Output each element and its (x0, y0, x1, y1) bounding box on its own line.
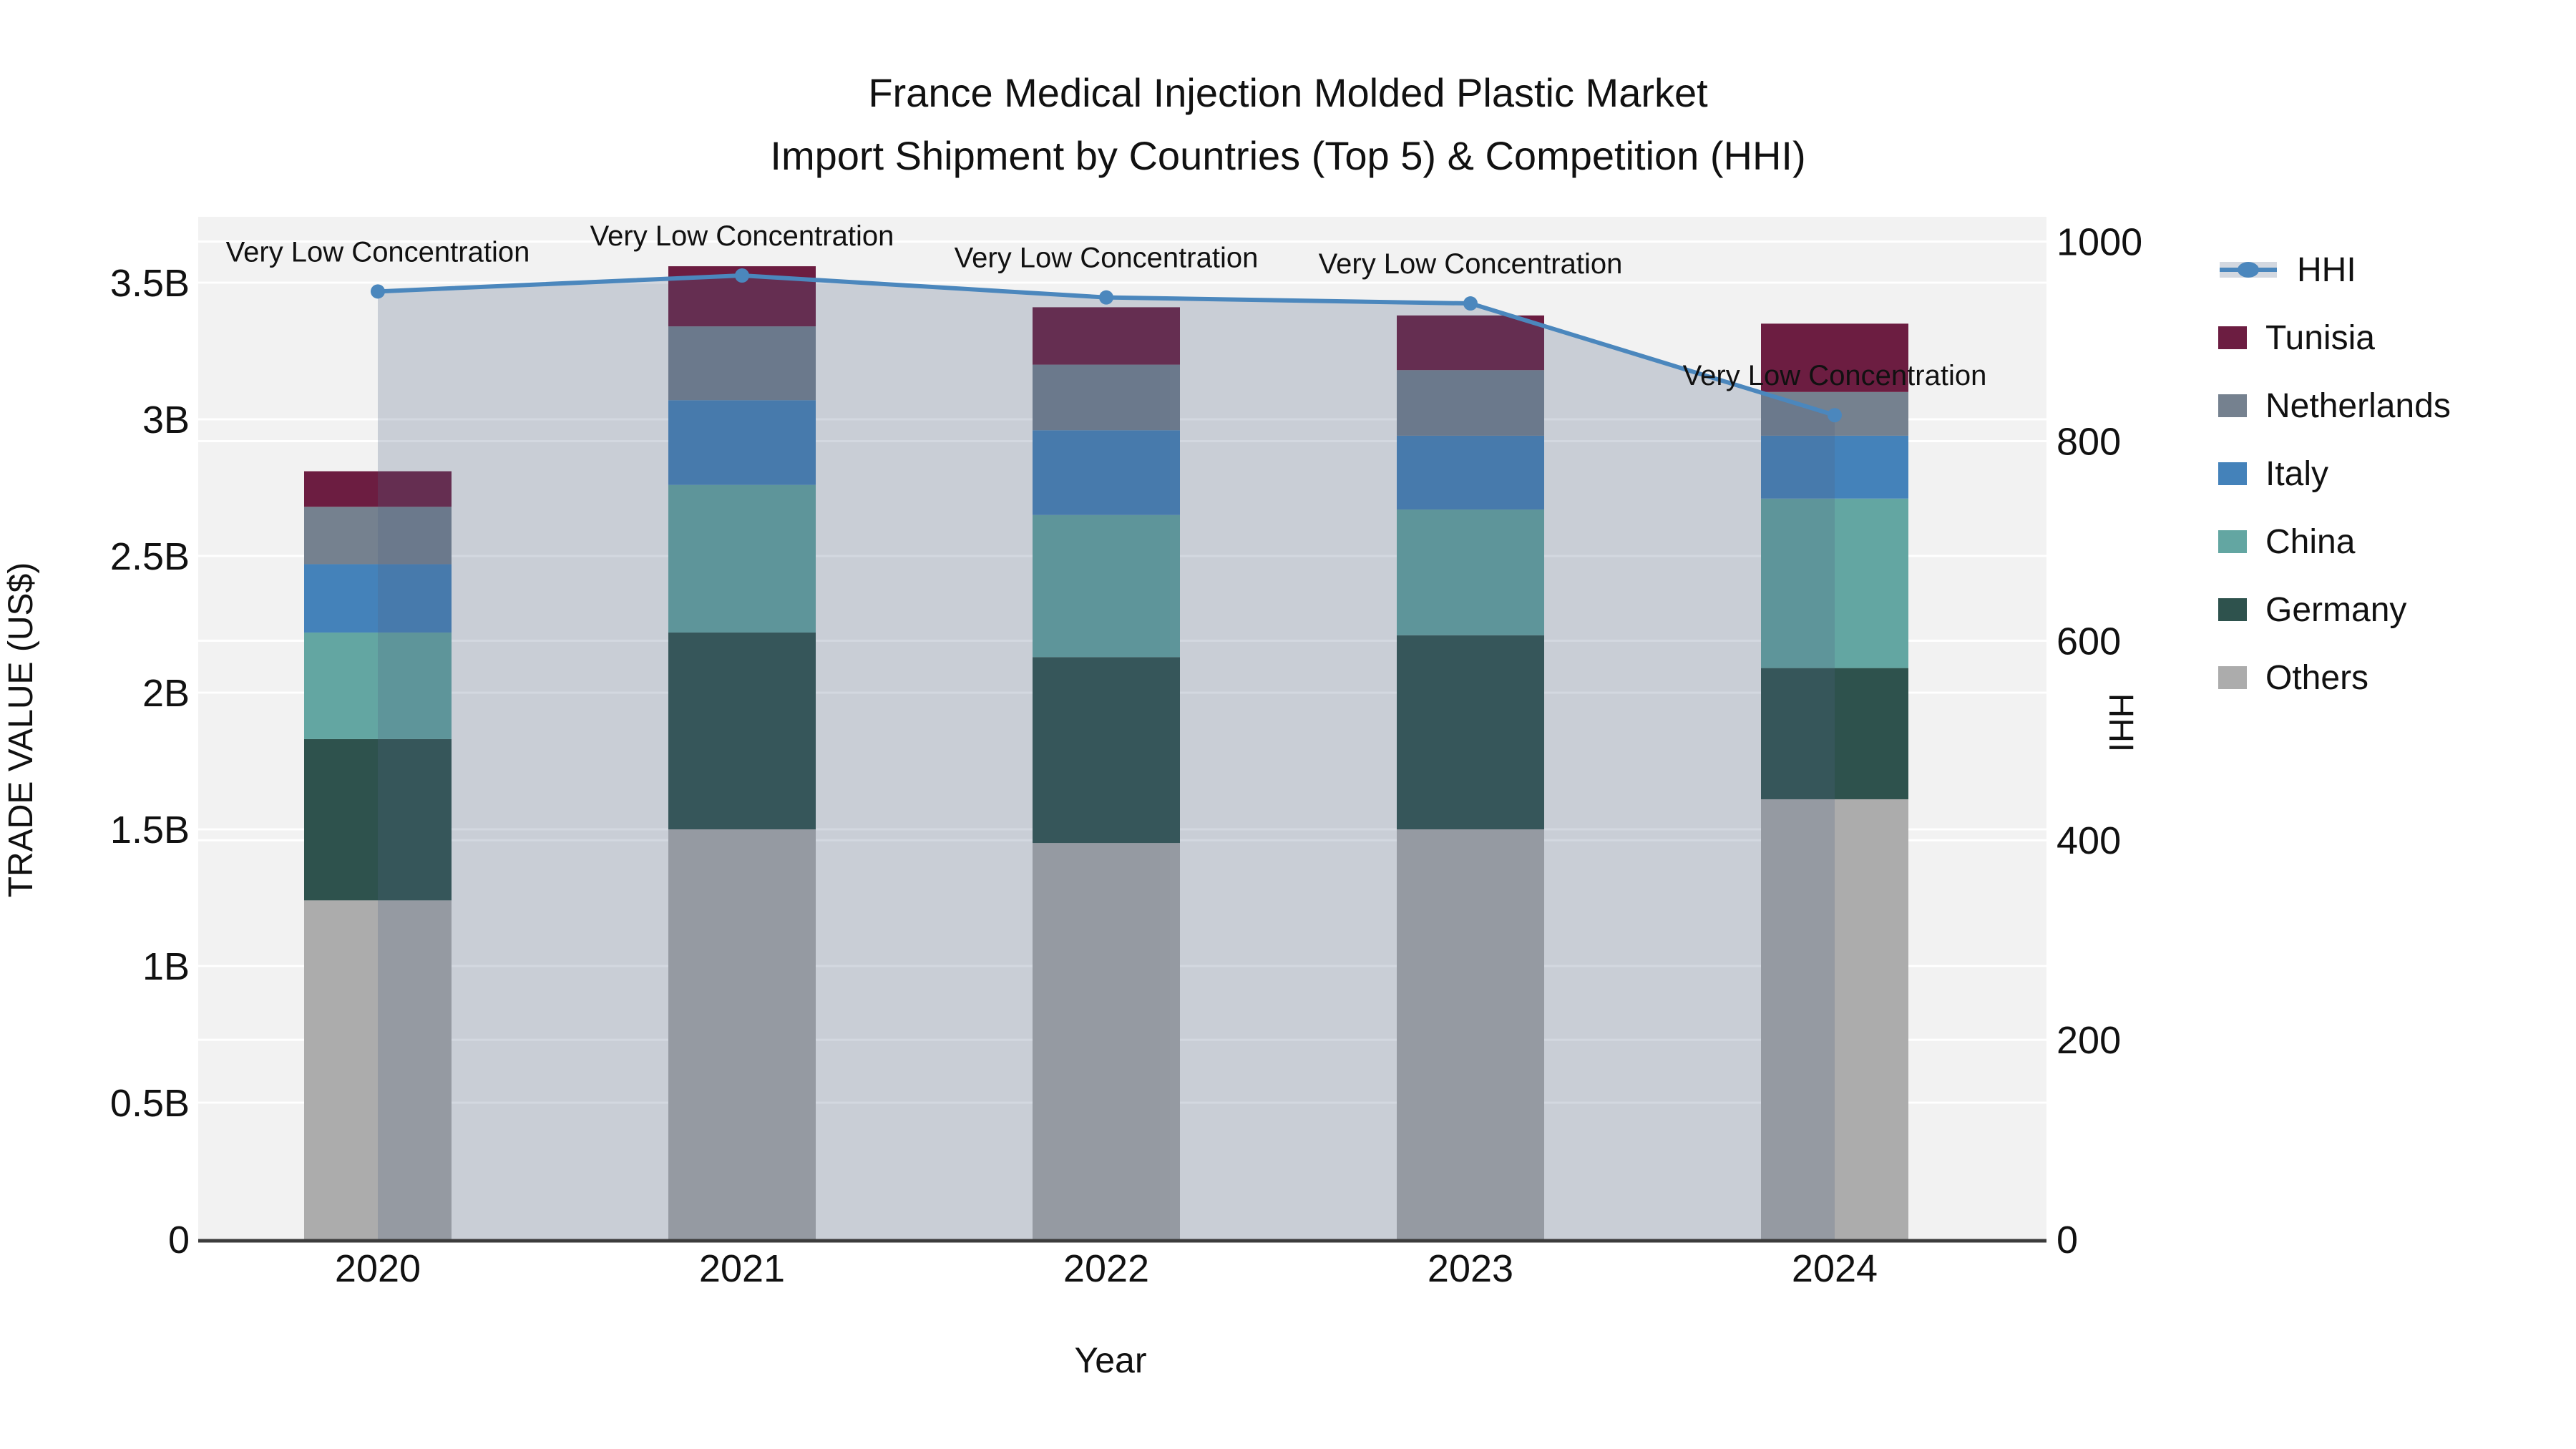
legend-item-italy[interactable]: Italy (2218, 452, 2328, 495)
legend-swatch-netherlands (2218, 394, 2247, 417)
chart-title-block: France Medical Injection Molded Plastic … (0, 62, 2576, 187)
chart-title: France Medical Injection Molded Plastic … (868, 70, 1708, 115)
y-right-tick-400: 400 (2057, 819, 2121, 862)
y-axis-title-left: TRADE VALUE (US$) (2, 562, 40, 898)
bar-segment-tunisia-2024 (1761, 323, 1908, 392)
legend-item-tunisia[interactable]: Tunisia (2218, 316, 2375, 359)
bar-segment-china-2022 (1033, 514, 1180, 658)
bar-segment-germany-2021 (668, 632, 816, 829)
legend-label-hhi: HHI (2297, 250, 2356, 289)
legend-label-china: China (2265, 522, 2356, 561)
y-left-tick-2B: 2B (142, 672, 190, 715)
legend-swatch-tunisia (2218, 326, 2247, 349)
bar-segment-china-2020 (304, 632, 452, 739)
annotation-2020: Very Low Concentration (226, 236, 530, 268)
y-left-tick-3.5B: 3.5B (110, 262, 190, 305)
legend-label-netherlands: Netherlands (2265, 386, 2451, 425)
bar-segment-china-2021 (668, 484, 816, 633)
y-left-tick-0.5B: 0.5B (110, 1082, 190, 1125)
x-tick-2023: 2023 (1428, 1247, 1513, 1290)
y-left-tick-1.5B: 1.5B (110, 809, 190, 852)
legend: HHI Tunisia Netherlands Italy China Germany Ot… (2218, 236, 2569, 737)
x-axis-title: Year (1074, 1340, 1147, 1380)
bar-segment-tunisia-2022 (1033, 307, 1180, 365)
chart-subtitle: Import Shipment by Countries (Top 5) & C… (770, 133, 1806, 178)
bar-segment-italy-2024 (1761, 435, 1908, 499)
legend-item-netherlands[interactable]: Netherlands (2218, 384, 2451, 427)
bar-segment-germany-2020 (304, 738, 452, 901)
legend-label-tunisia: Tunisia (2265, 318, 2375, 357)
x-tick-2022: 2022 (1063, 1247, 1149, 1290)
bar-segment-italy-2023 (1397, 435, 1544, 510)
y-left-tick-2.5B: 2.5B (110, 535, 190, 578)
legend-item-others[interactable]: Others (2218, 656, 2368, 699)
bar-segment-china-2024 (1761, 498, 1908, 668)
legend-item-germany[interactable]: Germany (2218, 588, 2406, 631)
y-left-tick-1B: 1B (142, 945, 190, 988)
y-axis-title-right: HHI (2102, 693, 2140, 753)
bar-segment-germany-2022 (1033, 657, 1180, 844)
bar-segment-italy-2020 (304, 564, 452, 633)
legend-item-china[interactable]: China (2218, 520, 2355, 563)
bar-segment-germany-2024 (1761, 668, 1908, 799)
legend-swatch-germany (2218, 598, 2247, 621)
hhi-marker-2024 (1828, 408, 1842, 423)
bar-segment-china-2023 (1397, 509, 1544, 635)
legend-swatch-italy (2218, 462, 2247, 485)
y-left-tick-0: 0 (168, 1219, 190, 1262)
annotation-2021: Very Low Concentration (590, 220, 894, 252)
y-right-tick-200: 200 (2057, 1019, 2121, 1062)
bar-segment-others-2023 (1397, 829, 1544, 1239)
legend-swatch-china (2218, 530, 2247, 553)
legend-label-others: Others (2265, 658, 2369, 697)
hhi-marker-2021 (735, 268, 749, 283)
legend-item-hhi[interactable]: HHI (2218, 248, 2356, 291)
x-tick-2020: 2020 (335, 1247, 421, 1290)
hhi-area-fill (378, 275, 1835, 1239)
bar-segment-others-2021 (668, 829, 816, 1239)
bar-segment-others-2022 (1033, 843, 1180, 1239)
hhi-marker-2020 (371, 284, 385, 299)
annotation-2022: Very Low Concentration (955, 243, 1259, 274)
bar-segment-netherlands-2023 (1397, 370, 1544, 436)
annotation-2024: Very Low Concentration (1683, 360, 1987, 391)
x-tick-2021: 2021 (699, 1247, 785, 1290)
legend-label-italy: Italy (2265, 454, 2329, 493)
y-right-tick-800: 800 (2057, 420, 2121, 463)
bar-segment-tunisia-2023 (1397, 315, 1544, 371)
bar-segment-tunisia-2020 (304, 471, 452, 507)
y-right-tick-600: 600 (2057, 620, 2121, 663)
x-tick-2024: 2024 (1792, 1247, 1878, 1290)
bar-segment-italy-2021 (668, 400, 816, 485)
y-left-tick-3B: 3B (142, 399, 190, 441)
bar-segment-others-2020 (304, 900, 452, 1239)
legend-swatch-others (2218, 666, 2247, 689)
bar-segment-italy-2022 (1033, 430, 1180, 515)
y-right-tick-0: 0 (2057, 1219, 2078, 1262)
legend-line-symbol-hhi (2220, 262, 2277, 278)
hhi-marker-2023 (1463, 296, 1478, 311)
bar-segment-germany-2023 (1397, 635, 1544, 829)
bar-segment-netherlands-2020 (304, 507, 452, 565)
legend-label-germany: Germany (2265, 590, 2407, 629)
hhi-marker-2022 (1099, 290, 1113, 305)
bar-segment-netherlands-2021 (668, 326, 816, 401)
bar-segment-others-2024 (1761, 799, 1908, 1239)
bar-segment-netherlands-2022 (1033, 364, 1180, 431)
annotation-2023: Very Low Concentration (1319, 248, 1623, 280)
y-right-tick-1000: 1000 (2057, 221, 2142, 264)
